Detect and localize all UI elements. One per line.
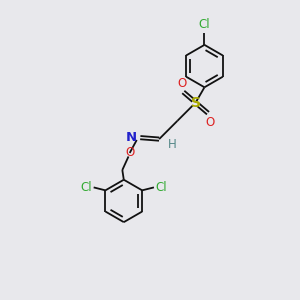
Text: Cl: Cl	[155, 181, 167, 194]
Text: Cl: Cl	[199, 18, 210, 31]
Text: O: O	[125, 146, 134, 159]
Text: S: S	[190, 96, 201, 110]
Text: Cl: Cl	[81, 181, 92, 194]
Text: N: N	[126, 131, 137, 144]
Text: H: H	[168, 138, 177, 151]
Text: O: O	[205, 116, 214, 128]
Text: O: O	[177, 76, 186, 90]
